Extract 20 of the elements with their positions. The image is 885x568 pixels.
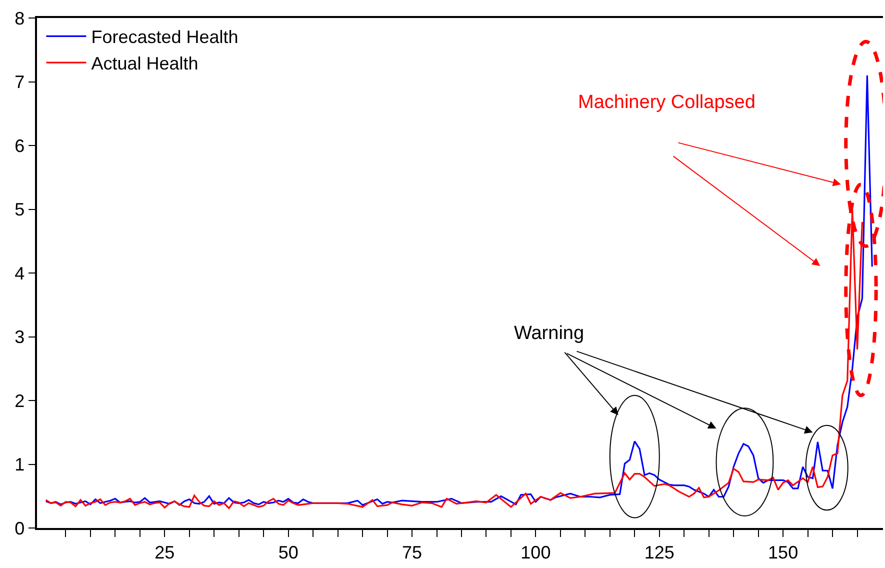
x-tick-label: 125 (644, 542, 674, 562)
y-tick-label: 1 (14, 454, 25, 475)
x-tick-label: 25 (154, 542, 175, 562)
y-tick-label: 4 (14, 263, 25, 284)
y-tick-label: 0 (14, 518, 25, 538)
annotation: Machinery Collapsed (578, 92, 756, 113)
x-tick-label: 75 (402, 542, 422, 562)
y-tick-label: 3 (14, 327, 25, 348)
y-tick-label: 5 (14, 200, 25, 220)
y-tick-label: 2 (14, 390, 25, 411)
y-tick-label: 6 (14, 136, 25, 156)
y-tick-label: 7 (14, 72, 25, 92)
legend-label: Actual Health (91, 54, 198, 74)
legend-label: Forecasted Health (91, 27, 238, 48)
x-tick-label: 100 (520, 542, 551, 562)
x-tick-label: 150 (768, 542, 798, 562)
y-tick-label: 8 (14, 8, 25, 28)
annotation: Warning (514, 323, 584, 344)
x-tick-label: 50 (278, 542, 298, 562)
line-series (45, 74, 873, 506)
